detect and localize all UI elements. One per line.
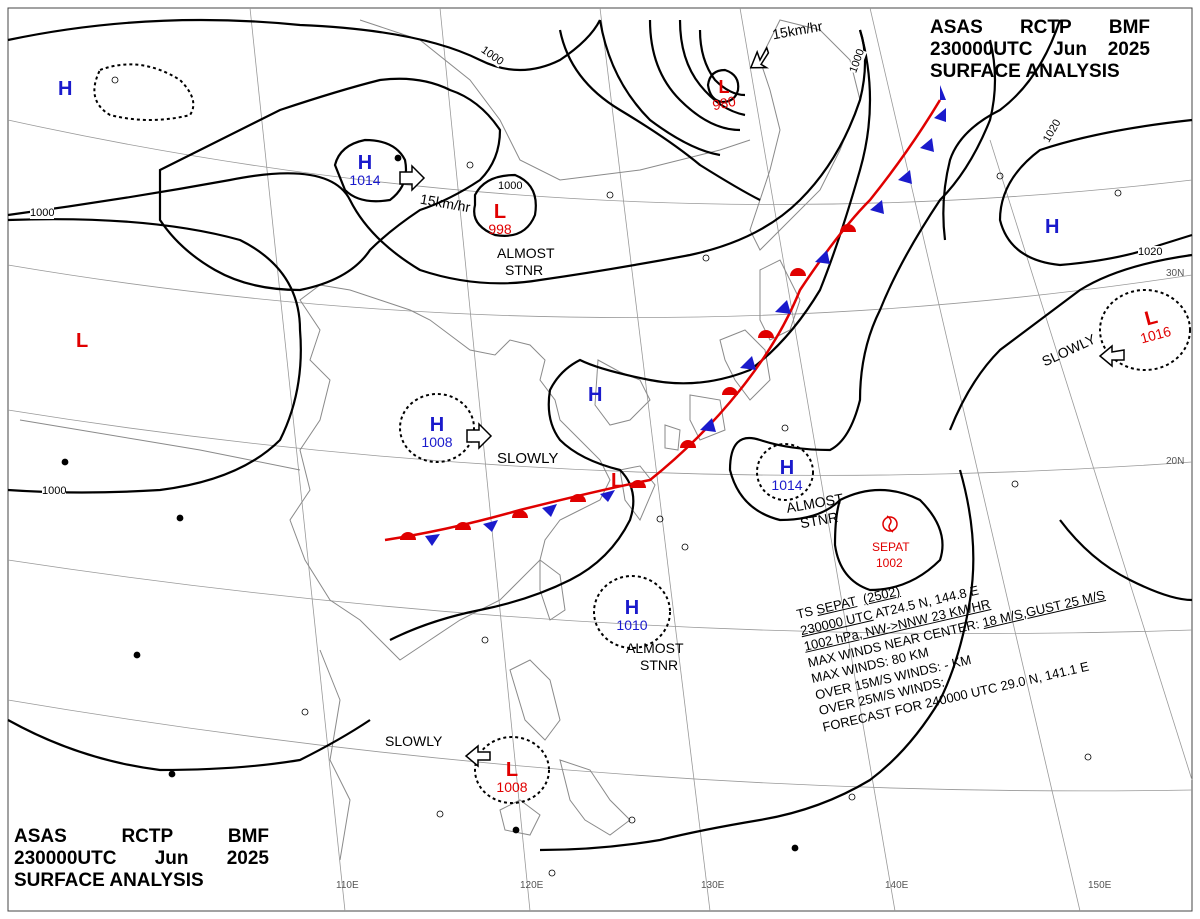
isobar-label: 1020 bbox=[1040, 117, 1064, 145]
high-center-2: H 1008 bbox=[417, 415, 457, 449]
motion-label-slowly-1: SLOWLY bbox=[497, 450, 559, 467]
isobar-label: 1000 bbox=[42, 485, 67, 497]
low-center-2: L 980 bbox=[704, 77, 744, 113]
header-month: Jun bbox=[154, 848, 189, 869]
header-time: 230000UTC bbox=[14, 848, 117, 869]
header-product-2: RCTP bbox=[1019, 17, 1072, 38]
header-product-3: BMF bbox=[1108, 17, 1150, 38]
low-letter: L bbox=[718, 77, 730, 97]
motion-label-stnr-1: STNR bbox=[505, 262, 544, 278]
high-letter: H bbox=[624, 597, 640, 619]
typhoon-symbol bbox=[882, 515, 898, 533]
header-top-right: ASAS RCTP BMF 230000UTC Jun 2025 SURFACE… bbox=[930, 17, 1150, 83]
motion-label-stnr-2: STNR bbox=[640, 657, 679, 673]
longitude-label-120e: 120E bbox=[520, 880, 544, 891]
motion-label-slowly-2: SLOWLY bbox=[1039, 330, 1099, 370]
high-letter: H bbox=[779, 457, 795, 479]
speed-label-1: 15km/hr bbox=[418, 190, 472, 216]
high-value: 1014 bbox=[771, 477, 803, 493]
low-letter: L bbox=[493, 201, 507, 223]
movement-arrows bbox=[399, 45, 1125, 768]
motion-label-almost-2: ALMOST bbox=[626, 640, 684, 656]
low-center-5: L bbox=[76, 330, 89, 352]
header-product-3: BMF bbox=[227, 826, 269, 847]
parallel-lines bbox=[7, 119, 1193, 792]
low-center-3: L 1016 bbox=[1126, 303, 1179, 348]
low-letter: L bbox=[505, 759, 519, 781]
isobar-label: 1000 bbox=[30, 207, 55, 219]
longitude-label-110e: 110E bbox=[336, 880, 359, 891]
motion-label-slowly-3: SLOWLY bbox=[385, 733, 443, 749]
isobars bbox=[7, 18, 1193, 852]
header-product-1: ASAS bbox=[14, 826, 67, 847]
low-value: 1008 bbox=[496, 779, 528, 795]
station-plots bbox=[61, 76, 1122, 877]
header-month: Jun bbox=[1053, 39, 1087, 60]
header-product-row: ASAS RCTP BMF bbox=[930, 17, 1150, 39]
speed-label-2: 15km/hr bbox=[770, 17, 824, 43]
high-letter: H bbox=[429, 414, 445, 436]
high-center-4: H 1014 bbox=[767, 458, 807, 492]
center-circles bbox=[93, 63, 1191, 804]
longitude-label-130e: 130E bbox=[701, 880, 725, 891]
header-time: 230000UTC bbox=[930, 39, 1033, 60]
high-center-6: H bbox=[588, 384, 603, 406]
high-center-3: H 1010 bbox=[612, 598, 652, 632]
high-value: 1010 bbox=[616, 617, 648, 633]
header-year: 2025 bbox=[226, 848, 269, 869]
header-title: SURFACE ANALYSIS bbox=[930, 61, 1120, 82]
low-value: 998 bbox=[488, 221, 512, 237]
typhoon-name: SEPAT bbox=[872, 540, 910, 554]
motion-label-almost-1: ALMOST bbox=[497, 245, 555, 261]
header-year: 2025 bbox=[1107, 39, 1150, 60]
low-center-6: L bbox=[611, 470, 624, 492]
meridian-lines bbox=[249, 7, 1193, 912]
high-center-7: H bbox=[1045, 216, 1060, 238]
high-value: 1014 bbox=[349, 172, 381, 188]
high-value: 1008 bbox=[421, 434, 453, 450]
header-time-row: 230000UTC Jun 2025 bbox=[14, 848, 269, 870]
latitude-label-20n: 20N bbox=[1166, 456, 1185, 467]
isobar-label: 1000 bbox=[498, 180, 523, 192]
high-center-5: H bbox=[58, 78, 73, 100]
low-center-4: L 1008 bbox=[492, 760, 532, 794]
header-product-1: ASAS bbox=[930, 17, 983, 38]
stationary-front bbox=[384, 85, 946, 546]
header-product-2: RCTP bbox=[121, 826, 174, 847]
header-bottom-left: ASAS RCTP BMF 230000UTC Jun 2025 SURFACE… bbox=[14, 826, 269, 892]
low-center-1: L 998 bbox=[480, 202, 520, 236]
isobar-label: 1000 bbox=[847, 47, 868, 75]
isobar-label: 1000 bbox=[478, 44, 506, 68]
header-title: SURFACE ANALYSIS bbox=[14, 870, 204, 891]
header-product-row: ASAS RCTP BMF bbox=[14, 826, 269, 848]
high-letter: H bbox=[357, 152, 373, 174]
high-center-1: H 1014 bbox=[347, 153, 383, 187]
longitude-label-140e: 140E bbox=[885, 880, 909, 891]
longitude-label-150e: 150E bbox=[1088, 880, 1112, 891]
latitude-label-30n: 30N bbox=[1166, 268, 1185, 279]
typhoon-pressure: 1002 bbox=[876, 556, 903, 570]
header-time-row: 230000UTC Jun 2025 bbox=[930, 39, 1150, 61]
isobar-label: 1020 bbox=[1138, 246, 1163, 258]
